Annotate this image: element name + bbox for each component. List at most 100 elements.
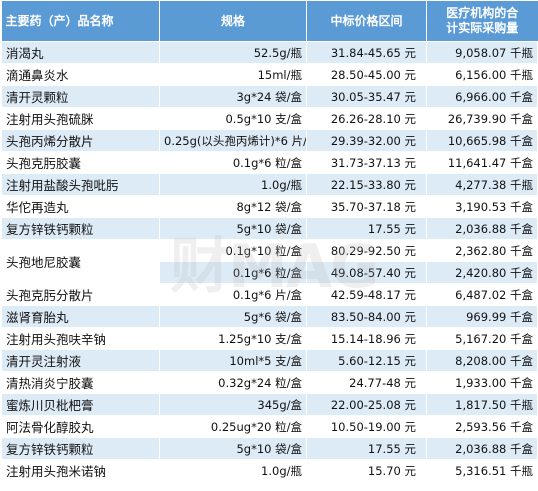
cell-product-name: 注射用盐酸头孢吡肟: [1, 173, 160, 196]
cell-spec: 0.5g*10 支/盒: [159, 107, 307, 130]
cell-spec: 8g*12 袋/盒: [159, 195, 307, 218]
cell-price-range: 80.29-92.50 元: [306, 239, 427, 262]
table-row: 消渴丸 52.5g/瓶 31.84-45.65 元 9,058.07 千瓶: [1, 41, 538, 64]
cell-price-range: 17.55 元: [306, 217, 427, 240]
table-row: 蜜炼川贝枇杷膏 345g/盒 22.00-25.08 元 1,817.50 千瓶: [1, 393, 538, 416]
cell-purchase-volume: 3,190.53 千盒: [426, 195, 538, 218]
cell-spec: 0.1g*6 片/盒: [159, 283, 307, 306]
cell-price-range: 15.70 元: [306, 459, 427, 482]
cell-purchase-volume: 9,058.07 千瓶: [426, 41, 538, 64]
cell-product-name: 滋肾育胎丸: [1, 305, 160, 328]
cell-purchase-volume: 5,316.51 千瓶: [426, 459, 538, 482]
cell-spec: 0.32g*24 粒/盒: [159, 371, 307, 394]
cell-product-name: 头孢克肟胶囊: [1, 151, 160, 174]
cell-product-name: 华佗再造丸: [1, 195, 160, 218]
table-row: 滴通鼻炎水 15ml/瓶 28.50-45.00 元 6,156.00 千瓶: [1, 63, 538, 86]
cell-product-name: 清热消炎宁胶囊: [1, 371, 160, 394]
table-row: 华佗再造丸 8g*12 袋/盒 35.70-37.18 元 3,190.53 千盒: [1, 195, 538, 218]
table-row: 头孢克肟胶囊 0.1g*6 粒/盒 31.73-37.13 元 11,641.47 千…: [1, 151, 538, 174]
cell-spec: 5g*10 袋/盒: [159, 217, 307, 240]
cell-product-name: 头孢克肟分散片: [1, 283, 160, 306]
cell-price-range: 10.50-19.00 元: [306, 415, 427, 438]
table-body: 消渴丸 52.5g/瓶 31.84-45.65 元 9,058.07 千瓶 滴通鼻炎水 1…: [1, 41, 538, 482]
cell-product-name: 清开灵颗粒: [1, 85, 160, 108]
cell-product-name: 清开灵注射液: [1, 349, 160, 372]
table-row: 复方锌铁钙颗粒 5g*10 袋/盒 17.55 元 2,036.88 千盒: [1, 437, 538, 460]
cell-price-range: 49.08-57.40 元: [306, 261, 427, 284]
table-row: 注射用头孢呋辛钠 1.25g*10 支/盒 15.14-18.96 元 5,167.2…: [1, 327, 538, 350]
cell-spec: 3g*24 袋/盒: [159, 85, 307, 108]
cell-price-range: 26.26-28.10 元: [306, 107, 427, 130]
cell-purchase-volume: 1,933.00 千盒: [426, 371, 538, 394]
table-header-row: 主要药（产）品名称 规格 中标价格区间 医疗机构的合 计实际采购量: [1, 1, 538, 42]
table-row: 0.1g*6 粒/盒 49.08-57.40 元 2,420.80 千盒: [2, 261, 538, 284]
cell-price-range: 31.84-45.65 元: [306, 41, 427, 64]
table-row: 注射用盐酸头孢吡肟 1.0g/瓶 22.15-33.80 元 4,277.38 千瓶: [1, 173, 538, 196]
cell-purchase-volume: 969.99 千盒: [426, 305, 538, 328]
cell-product-name: 滴通鼻炎水: [1, 63, 160, 86]
header-product-name: 主要药（产）品名称: [1, 1, 160, 42]
cell-price-range: 31.73-37.13 元: [306, 151, 427, 174]
cell-purchase-volume: 8,208.00 千盒: [426, 349, 538, 372]
table-row: 阿法骨化醇胶丸 0.25ug*20 粒/盒 10.50-19.00 元 2,593.5…: [1, 415, 538, 438]
cell-product-name: 头孢丙烯分散片: [1, 129, 160, 152]
cell-purchase-volume: 2,593.56 千盒: [426, 415, 538, 438]
cell-price-range: 22.15-33.80 元: [306, 173, 427, 196]
header-spec: 规格: [159, 1, 307, 42]
cell-product-name: 注射用头孢呋辛钠: [1, 327, 160, 350]
cell-spec: 345g/盒: [159, 393, 307, 416]
table-row: 注射用头孢硫脒 0.5g*10 支/盒 26.26-28.10 元 26,739.90…: [1, 107, 538, 130]
cell-product-name: 蜜炼川贝枇杷膏: [1, 393, 160, 416]
cell-purchase-volume: 5,167.20 千盒: [426, 327, 538, 350]
table-row: 滋肾育胎丸 5g*6 袋/盒 83.50-84.00 元 969.99 千盒: [1, 305, 538, 328]
cell-purchase-volume: 2,362.80 千盒: [426, 239, 538, 262]
cell-spec: 0.25ug*20 粒/盒: [159, 415, 307, 438]
cell-price-range: 22.00-25.08 元: [306, 393, 427, 416]
cell-spec: 10ml*5 支/盒: [159, 349, 307, 372]
header-purchase-volume-line2: 计实际采购量: [446, 21, 519, 35]
cell-price-range: 24.77-48 元: [306, 371, 427, 394]
cell-spec: 15ml/瓶: [159, 63, 307, 86]
cell-purchase-volume: 10,665.98 千盒: [426, 129, 538, 152]
cell-price-range: 83.50-84.00 元: [306, 305, 427, 328]
header-purchase-volume: 医疗机构的合 计实际采购量: [426, 1, 538, 42]
header-price-range: 中标价格区间: [306, 1, 427, 42]
cell-spec: 0.1g*6 粒/盒: [159, 261, 307, 284]
cell-purchase-volume: 11,641.47 千盒: [426, 151, 538, 174]
cell-price-range: 30.05-35.47 元: [306, 85, 427, 108]
cell-price-range: 29.39-32.00 元: [306, 129, 427, 152]
table-row: 头孢克肟分散片 0.1g*6 片/盒 42.59-48.17 元 6,487.02 千…: [1, 283, 538, 306]
cell-price-range: 42.59-48.17 元: [306, 283, 427, 306]
table-row: 复方锌铁钙颗粒 5g*10 袋/盒 17.55 元 2,036.88 千盒: [1, 217, 538, 240]
cell-spec: 0.1g*6 粒/盒: [159, 151, 307, 174]
cell-spec: 1.0g/瓶: [159, 173, 307, 196]
cell-product-name: 阿法骨化醇胶丸: [1, 415, 160, 438]
cell-purchase-volume: 2,036.88 千盒: [426, 217, 538, 240]
cell-product-name: 消渴丸: [1, 41, 160, 64]
table-row: 头孢地尼胶囊 0.1g*10 粒/盒 80.29-92.50 元 2,362.80 千…: [1, 239, 538, 284]
cell-spec: 1.25g*10 支/盒: [159, 327, 307, 350]
cell-product-name: 头孢地尼胶囊: [1, 239, 160, 284]
cell-spec: 5g*10 袋/盒: [159, 437, 307, 460]
table-row: 注射用头孢米诺钠 1.0g/瓶 15.70 元 5,316.51 千瓶: [1, 459, 538, 482]
table-row: 清开灵注射液 10ml*5 支/盒 5.60-12.15 元 8,208.00 千盒: [1, 349, 538, 372]
cell-product-name: 复方锌铁钙颗粒: [1, 217, 160, 240]
cell-purchase-volume: 1,817.50 千瓶: [426, 393, 538, 416]
table-row: 清开灵颗粒 3g*24 袋/盒 30.05-35.47 元 6,966.00 千盒: [1, 85, 538, 108]
cell-spec: 0.25g(以头孢丙烯计)*6 片/盒: [159, 129, 307, 152]
cell-product-name: 注射用头孢硫脒: [1, 107, 160, 130]
cell-purchase-volume: 2,420.80 千盒: [426, 261, 538, 284]
cell-purchase-volume: 6,156.00 千瓶: [426, 63, 538, 86]
cell-purchase-volume: 2,036.88 千盒: [426, 437, 538, 460]
table-row: 清热消炎宁胶囊 0.32g*24 粒/盒 24.77-48 元 1,933.00 千盒: [1, 371, 538, 394]
cell-purchase-volume: 6,487.02 千盒: [426, 283, 538, 306]
cell-purchase-volume: 26,739.90 千盒: [426, 107, 538, 130]
cell-price-range: 5.60-12.15 元: [306, 349, 427, 372]
cell-price-range: 15.14-18.96 元: [306, 327, 427, 350]
cell-spec: 5g*6 袋/盒: [159, 305, 307, 328]
cell-purchase-volume: 6,966.00 千盒: [426, 85, 538, 108]
cell-purchase-volume: 4,277.38 千瓶: [426, 173, 538, 196]
cell-price-range: 17.55 元: [306, 437, 427, 460]
cell-price-range: 35.70-37.18 元: [306, 195, 427, 218]
